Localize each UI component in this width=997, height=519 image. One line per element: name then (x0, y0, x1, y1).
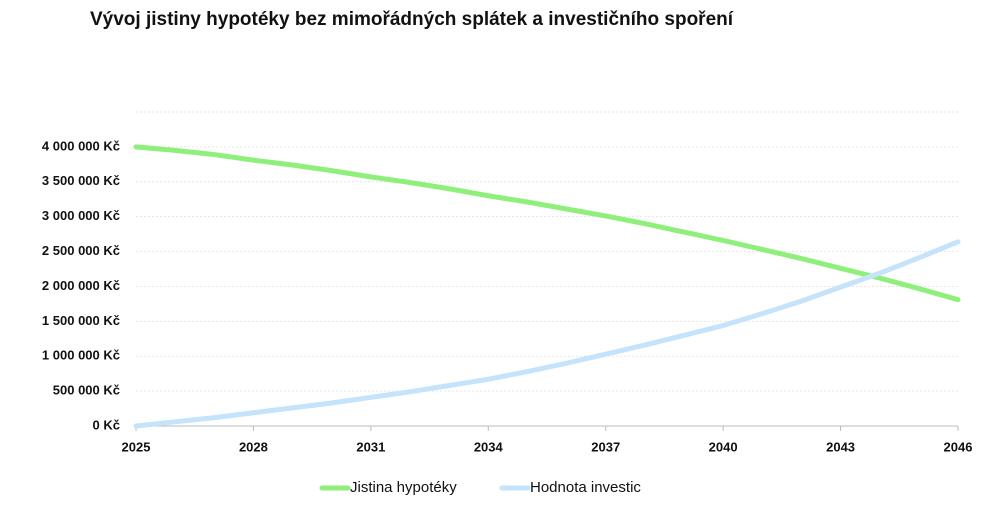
data-line (133, 239, 961, 429)
y-tick-label: 3 000 000 Kč (42, 208, 120, 223)
chart-title: Vývoj jistiny hypotéky bez mimořádných s… (90, 9, 734, 30)
y-tick-label: 4 000 000 Kč (42, 138, 120, 153)
x-tick-label: 2037 (591, 439, 620, 454)
x-tick-label: 2028 (239, 439, 268, 454)
y-tick-label: 500 000 Kč (53, 383, 120, 398)
x-tick-label: 2040 (709, 439, 738, 454)
y-tick-label: 2 500 000 Kč (42, 243, 120, 258)
legend-label: Hodnota investic (530, 479, 641, 496)
y-tick-label: 0 Kč (93, 417, 120, 432)
y-tick-label: 1 000 000 Kč (42, 348, 120, 363)
x-tick-label: 2025 (122, 439, 151, 454)
x-tick-label: 2043 (826, 439, 855, 454)
x-tick-label: 2031 (356, 439, 385, 454)
x-tick-label: 2046 (944, 439, 973, 454)
data-line (133, 144, 961, 303)
x-tick-label: 2034 (474, 439, 504, 454)
y-tick-label: 3 500 000 Kč (42, 173, 120, 188)
legend-label: Jistina hypotéky (350, 479, 457, 496)
y-tick-label: 2 000 000 Kč (42, 278, 120, 293)
y-tick-label: 1 500 000 Kč (42, 313, 120, 328)
